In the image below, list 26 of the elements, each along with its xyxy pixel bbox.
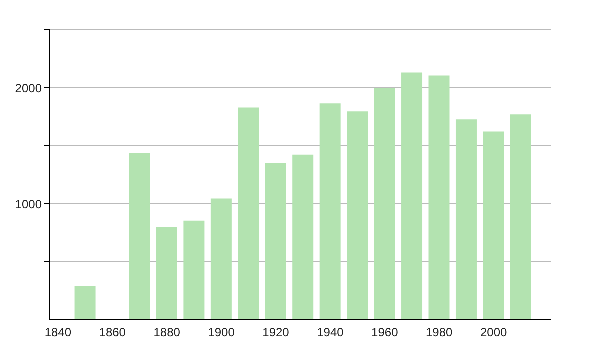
x-tick-label: 1960 bbox=[372, 326, 399, 340]
bar bbox=[210, 198, 232, 320]
bar bbox=[74, 286, 96, 320]
bar bbox=[129, 152, 150, 320]
bar bbox=[374, 88, 396, 320]
x-tick-label: 1900 bbox=[208, 326, 236, 340]
x-tick-label: 1980 bbox=[426, 326, 454, 340]
bar bbox=[510, 114, 532, 320]
x-tick-label: 1880 bbox=[154, 326, 181, 340]
bar bbox=[238, 108, 260, 320]
bar bbox=[184, 220, 205, 320]
bar bbox=[292, 154, 314, 320]
bar bbox=[402, 72, 423, 320]
x-tick-label: 1860 bbox=[99, 326, 126, 340]
bar bbox=[320, 104, 341, 320]
bar bbox=[265, 163, 286, 320]
x-tick-label: 2000 bbox=[480, 326, 508, 340]
bar bbox=[156, 227, 178, 320]
bar bbox=[483, 132, 504, 320]
bar bbox=[428, 76, 450, 320]
bar bbox=[456, 120, 477, 320]
y-tick-label: 1000 bbox=[15, 197, 42, 212]
bar bbox=[347, 112, 368, 320]
x-tick-label: 1920 bbox=[262, 326, 290, 340]
x-tick-label: 1940 bbox=[317, 326, 344, 340]
x-tick-label: 1840 bbox=[44, 326, 72, 340]
